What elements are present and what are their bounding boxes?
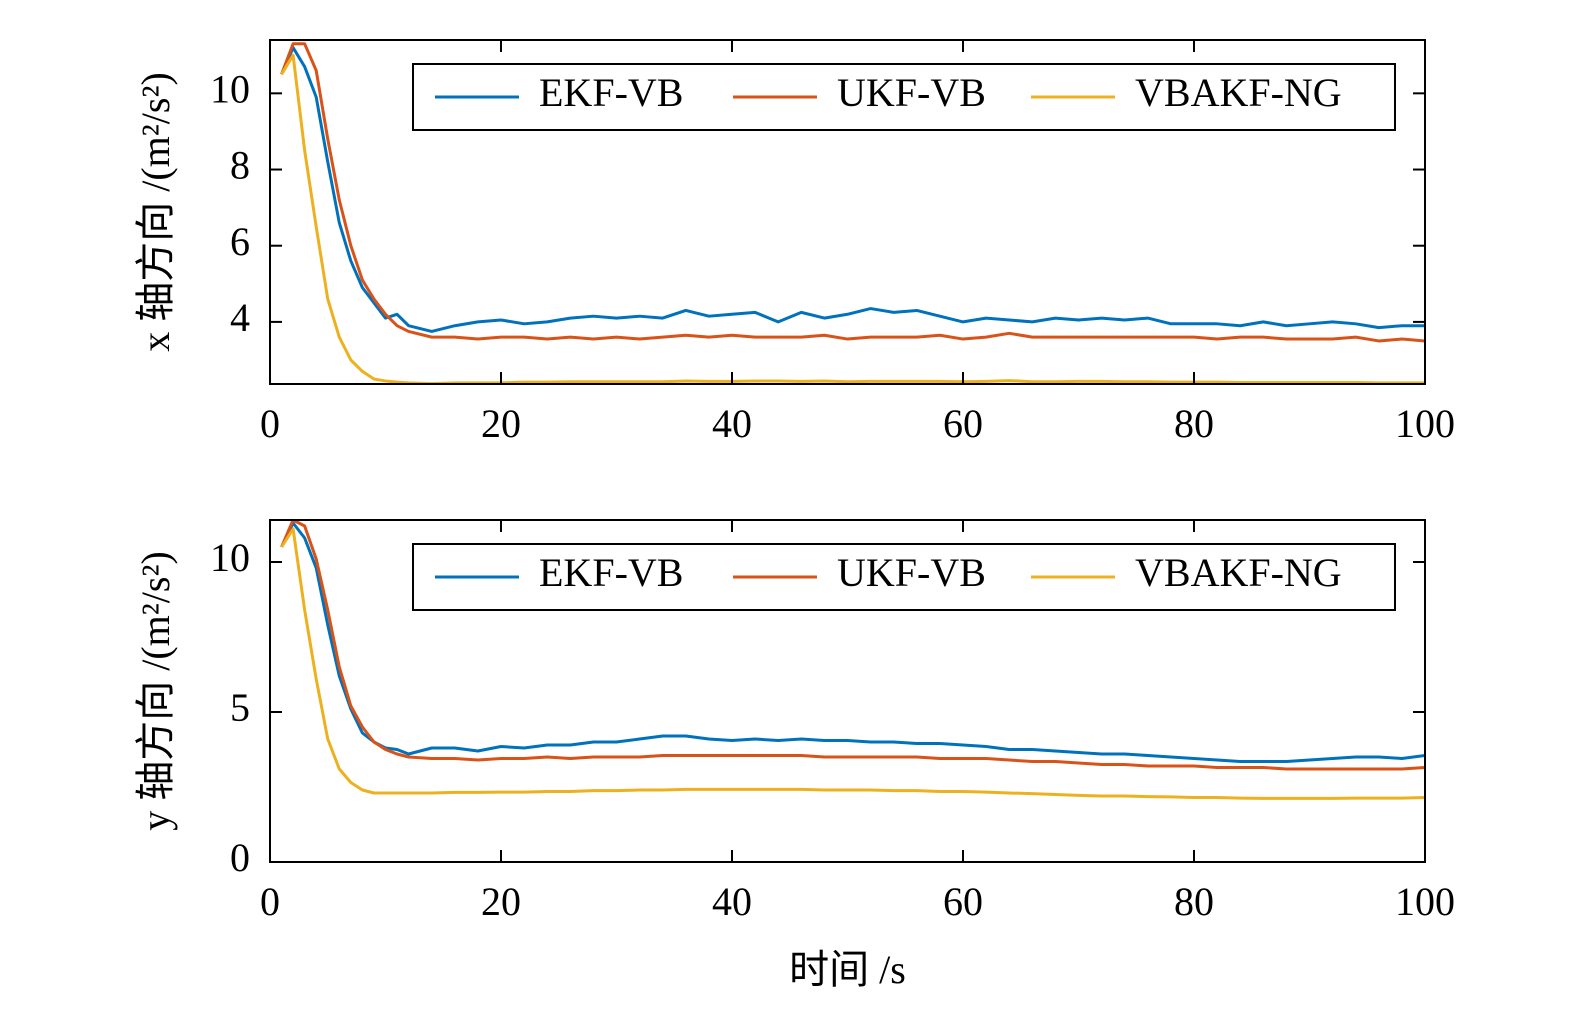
x-tick-label: 60: [943, 401, 983, 446]
legend-label: UKF-VB: [837, 70, 986, 115]
x-tick-label: 40: [712, 401, 752, 446]
axes-box: [269, 39, 1426, 385]
y-axis-label: y 轴方向 /(m²/s²): [133, 551, 178, 831]
y-tick-label: 5: [230, 685, 250, 730]
x-tick-label: 100: [1395, 879, 1455, 924]
y-tick-label: 0: [230, 835, 250, 880]
x-tick-label: 100: [1395, 401, 1455, 446]
x-tick-label: 20: [481, 401, 521, 446]
x-tick-label: 80: [1174, 879, 1214, 924]
series-line: [280, 53, 1425, 384]
series-line: [280, 42, 1425, 343]
x-axis-label: 时间 /s: [789, 947, 906, 992]
x-tick-label: 80: [1174, 401, 1214, 446]
legend-box: [412, 543, 1396, 611]
legend: EKF-VB UKF-VB VBAKF-NG: [412, 63, 1396, 131]
legend: EKF-VB UKF-VB VBAKF-NG: [412, 543, 1396, 611]
series-line: [280, 521, 1425, 763]
x-tick-label: 20: [481, 879, 521, 924]
x-tick-label: 0: [260, 879, 280, 924]
legend-box: [412, 63, 1396, 131]
subplot: 0 20 40 60 80 100 4 6 8 10 x 轴方向 /(m²/s²) EKF-VB UKF…: [133, 39, 1455, 446]
legend-label: VBAKF-NG: [1135, 550, 1342, 595]
subplot: 0 20 40 60 80 100 0 5 10 y 轴方向 /(m²/s²) 时间 /s EKF-V…: [133, 519, 1455, 992]
x-tick-label: 40: [712, 879, 752, 924]
y-axis-label: x 轴方向 /(m²/s²): [133, 72, 178, 352]
series-line: [280, 527, 1425, 800]
legend-label: UKF-VB: [837, 550, 986, 595]
legend-label: EKF-VB: [539, 550, 683, 595]
legend-label: EKF-VB: [539, 70, 683, 115]
x-tick-label: 0: [260, 401, 280, 446]
y-tick-label: 10: [210, 67, 250, 112]
legend-label: VBAKF-NG: [1135, 70, 1342, 115]
y-tick-label: 8: [230, 143, 250, 188]
axes-box: [269, 519, 1426, 863]
x-tick-label: 60: [943, 879, 983, 924]
y-tick-label: 4: [230, 295, 250, 340]
series-line: [280, 520, 1425, 771]
y-tick-label: 10: [210, 535, 250, 580]
y-tick-label: 6: [230, 219, 250, 264]
